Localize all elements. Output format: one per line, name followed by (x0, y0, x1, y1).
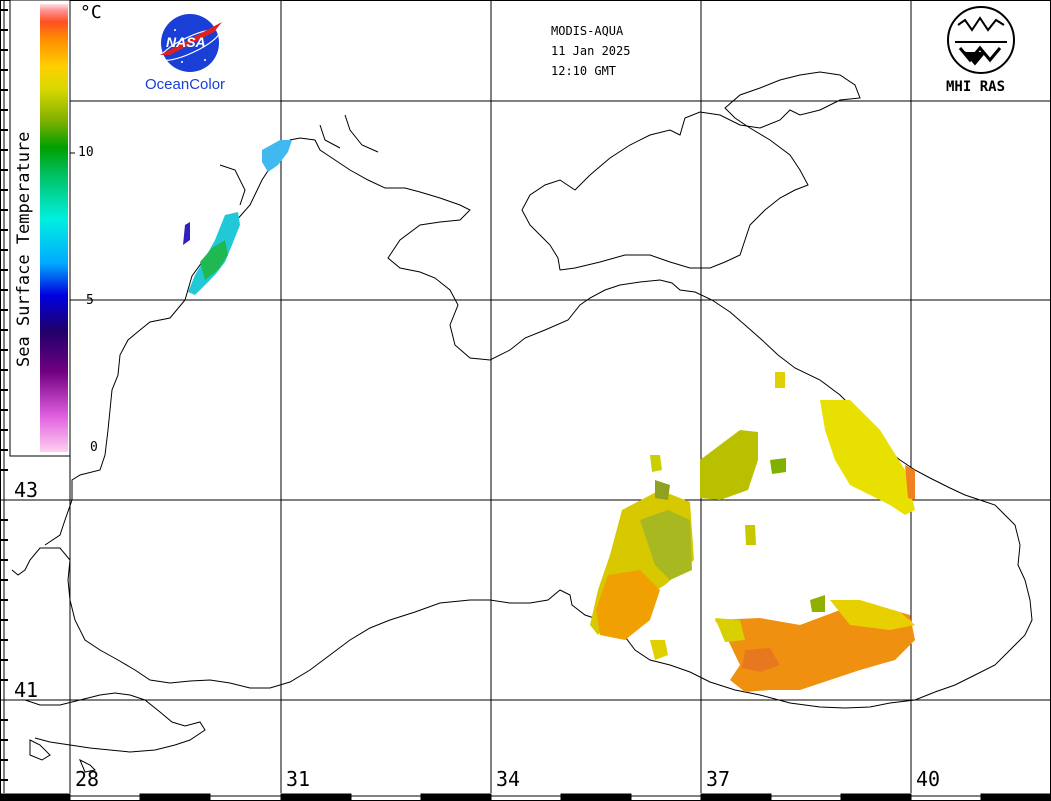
colorbar-tick-5: 5 (86, 293, 94, 308)
longitude-label-40: 40 (916, 767, 941, 791)
nasa-logo-icon (160, 14, 222, 72)
nasa-logo-text: NASA (166, 34, 206, 50)
mhi-ras-label: MHI RAS (946, 79, 1006, 95)
latitude-label-41: 41 (14, 678, 39, 702)
longitude-label-28: 28 (75, 767, 100, 791)
colorbar-tick-0: 0 (90, 440, 98, 455)
coastline (11, 71, 1033, 773)
colorbar-tick-10: 10 (78, 145, 94, 160)
longitude-label-37: 37 (706, 767, 731, 791)
oceancolor-label: OceanColor (145, 76, 226, 93)
longitude-label-31: 31 (286, 767, 311, 791)
latitude-label-43: 43 (14, 478, 39, 502)
colorbar-unit: °C (80, 2, 102, 23)
date-label: 11 Jan 2025 (551, 44, 631, 58)
colorbar (9, 0, 75, 457)
time-label: 12:10 GMT (551, 64, 617, 78)
sensor-label: MODIS-AQUA (551, 24, 624, 38)
longitude-scale (0, 793, 1051, 801)
mhi-ras-logo-icon (947, 6, 1015, 74)
sst-data (183, 140, 915, 692)
longitude-label-34: 34 (496, 767, 521, 791)
colorbar-title: Sea Surface Temperature (14, 131, 34, 367)
latitude-scale (0, 0, 8, 793)
